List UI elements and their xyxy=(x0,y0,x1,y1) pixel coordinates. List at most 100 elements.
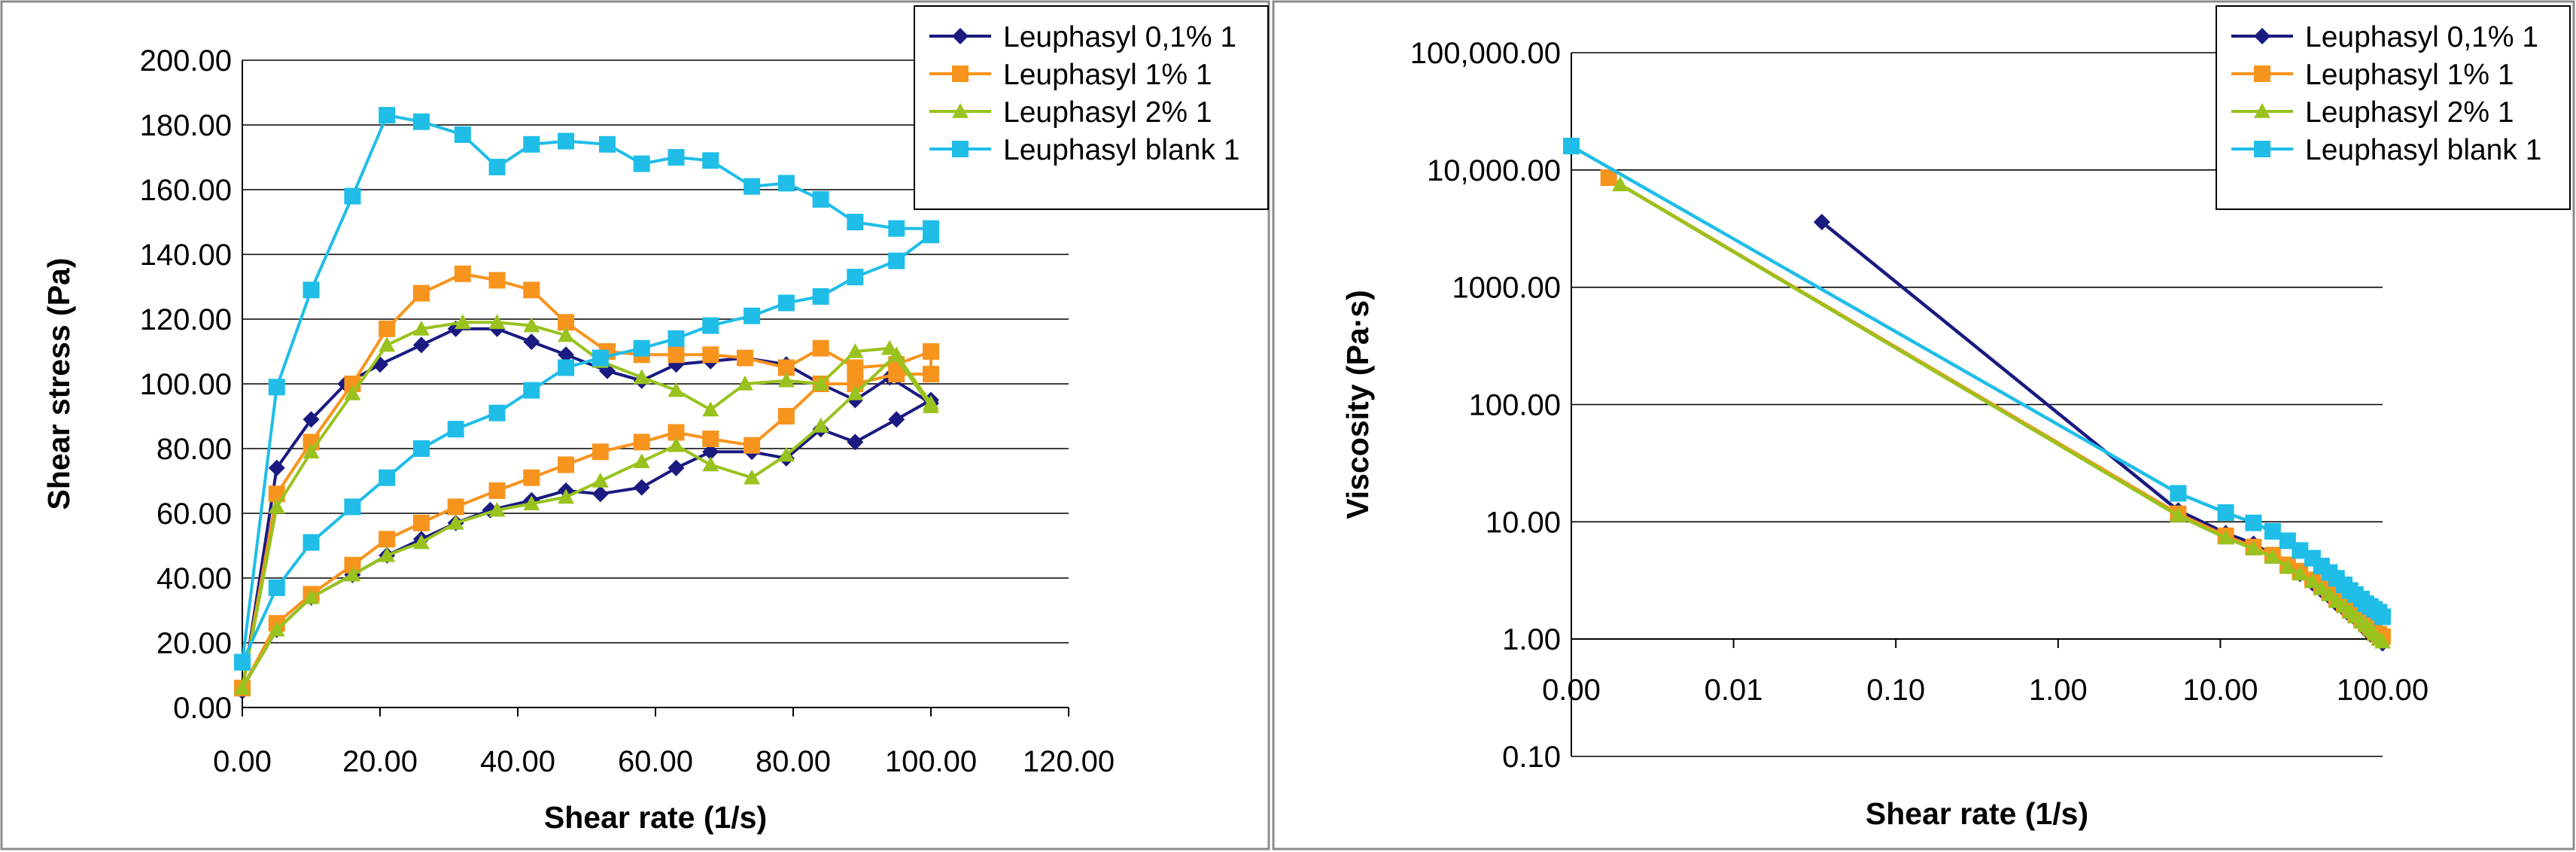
data-point xyxy=(888,346,905,362)
data-point xyxy=(2264,522,2281,540)
data-point xyxy=(702,443,719,461)
data-point xyxy=(847,269,864,286)
data-point xyxy=(344,498,361,516)
x-tick-label: 20.00 xyxy=(342,745,418,778)
data-point xyxy=(777,294,795,312)
data-point xyxy=(812,339,829,357)
legend-label: Leuphasyl blank 1 xyxy=(2305,134,2541,166)
data-point xyxy=(2170,485,2187,502)
data-point xyxy=(847,343,864,358)
data-point xyxy=(2313,580,2330,595)
series-leuphasyl-2-1 xyxy=(1611,176,2391,649)
data-point xyxy=(2292,542,2309,559)
data-point xyxy=(1563,138,1580,155)
legend-label: Leuphasyl 0,1% 1 xyxy=(2305,21,2538,53)
legend-marker xyxy=(952,28,969,44)
legend-marker xyxy=(952,65,969,82)
y-tick-label: 180.00 xyxy=(140,109,232,142)
legend-marker xyxy=(952,141,969,157)
data-point xyxy=(268,579,285,596)
data-point xyxy=(668,382,685,397)
series-leuphasyl-blank-1 xyxy=(1563,138,2391,625)
y-tick-label: 120.00 xyxy=(140,303,232,336)
data-point xyxy=(447,421,464,438)
data-point xyxy=(268,459,285,476)
data-point xyxy=(558,488,575,504)
data-point xyxy=(702,431,719,448)
data-point xyxy=(847,359,864,376)
legend-marker xyxy=(952,103,969,118)
data-point xyxy=(2170,507,2187,522)
data-point xyxy=(812,376,829,391)
x-axis-title: Shear rate (1/s) xyxy=(544,800,767,835)
data-point xyxy=(303,281,320,299)
x-tick-label: 80.00 xyxy=(756,745,831,778)
legend-marker xyxy=(2254,141,2270,157)
data-point xyxy=(744,469,761,485)
x-tick-label: 40.00 xyxy=(480,745,555,778)
data-point xyxy=(558,132,575,150)
data-point xyxy=(412,320,430,336)
x-tick-label: 0.00 xyxy=(213,745,272,778)
data-point xyxy=(744,437,761,454)
viscosity-chart: 0.10 1.00 10.00 100.00 1000.00 10,000.00 100,0… xyxy=(1272,0,2575,850)
data-point xyxy=(523,135,540,153)
data-point xyxy=(2279,558,2296,574)
data-point xyxy=(2374,608,2391,625)
data-point xyxy=(847,434,864,451)
data-point xyxy=(2245,514,2262,531)
data-point xyxy=(303,443,320,459)
data-point xyxy=(777,446,795,462)
data-point xyxy=(881,339,899,355)
data-point xyxy=(1600,169,1617,187)
data-point xyxy=(923,394,939,410)
data-point xyxy=(379,469,396,486)
data-point xyxy=(592,443,609,461)
data-point xyxy=(744,307,761,324)
data-point xyxy=(2292,565,2309,581)
y-tick-label: 0.10 xyxy=(1502,741,1561,774)
legend-marker xyxy=(2254,65,2270,82)
data-point xyxy=(412,514,430,531)
data-point xyxy=(344,187,361,205)
data-point xyxy=(234,653,251,671)
data-point xyxy=(488,158,506,175)
x-tick-label: 10.00 xyxy=(2182,674,2258,707)
y-axis-title: Shear stress (Pa) xyxy=(41,257,76,510)
data-point xyxy=(923,343,939,360)
data-point xyxy=(888,220,905,237)
data-point xyxy=(234,680,251,695)
data-point xyxy=(702,317,719,334)
legend-label: Leuphasyl 1% 1 xyxy=(2305,59,2514,91)
y-tick-label: 0.00 xyxy=(173,692,232,725)
legend-marker xyxy=(2254,28,2270,44)
legend: Leuphasyl 0,1% 1 Leuphasyl 1% 1 Leuphasyl … xyxy=(914,5,1269,210)
y-tick-label: 1000.00 xyxy=(1452,272,1561,305)
data-point xyxy=(523,317,540,333)
legend-marker xyxy=(2254,103,2270,118)
data-point xyxy=(558,327,575,342)
data-point xyxy=(303,589,320,604)
data-point xyxy=(488,272,506,289)
data-point xyxy=(558,359,575,376)
y-axis-title: Viscosity (Pa·s) xyxy=(1340,290,1375,519)
data-point xyxy=(923,366,939,383)
x-axis-title: Shear rate (1/s) xyxy=(1866,796,2088,831)
y-tick-label: 60.00 xyxy=(157,498,232,531)
data-point xyxy=(702,346,719,364)
data-point xyxy=(592,349,609,367)
x-tick-label: 60.00 xyxy=(618,745,693,778)
data-point xyxy=(1813,213,1830,230)
data-point xyxy=(744,178,761,195)
y-tick-label: 1.00 xyxy=(1502,623,1561,656)
data-point xyxy=(523,382,540,399)
legend-label: Leuphasyl 2% 1 xyxy=(2305,96,2514,129)
legend-box xyxy=(914,5,1269,210)
data-point xyxy=(668,149,685,166)
data-point xyxy=(592,473,609,488)
data-point xyxy=(2217,529,2234,545)
data-point xyxy=(344,556,361,574)
data-point xyxy=(454,265,471,282)
data-point xyxy=(412,113,430,130)
legend-label: Leuphasyl 1% 1 xyxy=(1003,59,1212,91)
